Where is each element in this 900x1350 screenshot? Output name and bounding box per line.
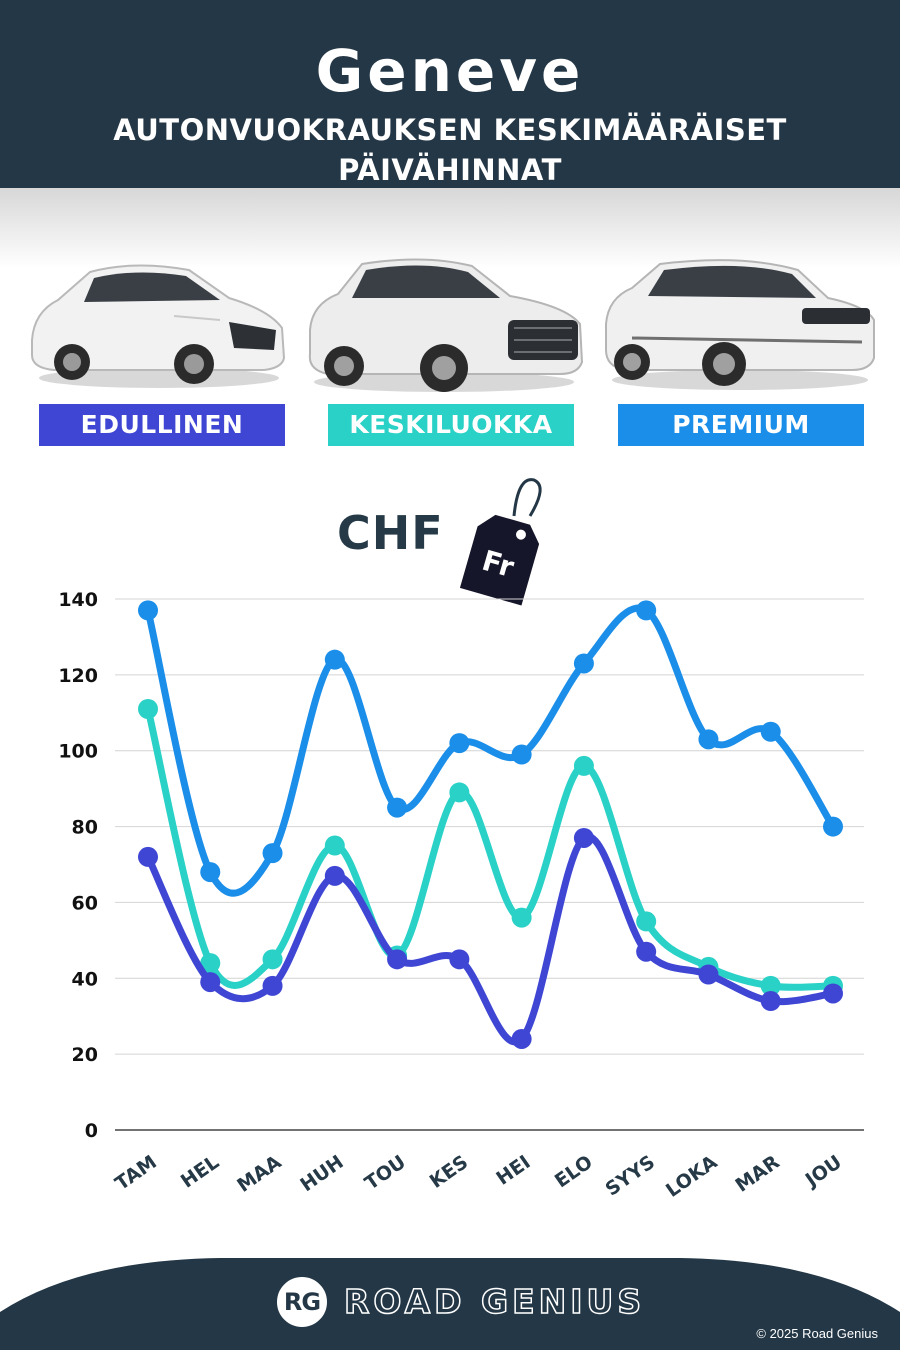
y-tick-label: 40 (72, 968, 98, 990)
data-point-keskiluokka-maa (262, 949, 283, 970)
data-point-keskiluokka-syys (636, 911, 657, 932)
data-point-edullinen-kes (449, 949, 470, 970)
line-chart: 0 20 40 60 80 100 120 140 TAM HEL MAA HUH TOU KES HEI E… (58, 589, 864, 1202)
x-tick-label: HEL (177, 1151, 223, 1193)
brand-name: ROAD GENIUS (343, 1281, 646, 1322)
data-point-premium-mar (760, 721, 781, 742)
data-point-keskiluokka-huh (324, 835, 345, 856)
data-point-edullinen-elo (573, 827, 594, 848)
page-subtitle: AUTONVUOKRAUKSEN KESKIMÄÄRÄISET PÄIVÄHIN… (113, 113, 787, 187)
data-point-edullinen-tou (387, 949, 408, 970)
mid-car-image (308, 258, 584, 392)
x-tick-label: LOKA (662, 1151, 722, 1202)
x-tick-label: HEI (492, 1151, 534, 1190)
car-images (0, 250, 900, 400)
x-tick-label: TOU (361, 1151, 410, 1195)
data-point-premium-hei (511, 744, 532, 765)
y-tick-label: 80 (72, 817, 98, 839)
series-line-edullinen (144, 833, 837, 1046)
category-premium-label: PREMIUM (618, 404, 864, 446)
category-mid-label: KESKILUOKKA (328, 404, 574, 446)
data-point-keskiluokka-tam (138, 698, 158, 719)
header-banner: Geneve AUTONVUOKRAUKSEN KESKIMÄÄRÄISET P… (0, 0, 900, 188)
data-point-edullinen-syys (636, 941, 657, 962)
data-point-edullinen-hel (200, 972, 221, 993)
y-tick-label: 100 (58, 741, 98, 763)
data-point-premium-tam (138, 600, 158, 621)
x-tick-label: SYYS (601, 1151, 659, 1201)
data-point-keskiluokka-hel (200, 953, 221, 974)
footer-background (0, 1258, 900, 1350)
page-title: Geneve (315, 37, 585, 105)
data-point-premium-kes (449, 733, 470, 754)
data-point-premium-syys (636, 600, 657, 621)
data-point-edullinen-loka (698, 964, 719, 985)
data-point-premium-loka (698, 729, 719, 750)
budget-car-image (31, 264, 286, 388)
x-tick-label: JOU (800, 1151, 846, 1192)
footer (0, 1258, 900, 1350)
data-point-edullinen-huh (324, 865, 345, 886)
data-point-edullinen-mar (760, 991, 781, 1012)
header-shadow (0, 188, 900, 268)
data-point-edullinen-tam (138, 846, 158, 867)
data-point-premium-maa (262, 843, 283, 864)
data-point-premium-elo (573, 653, 594, 674)
x-tick-label: KES (426, 1151, 473, 1193)
data-point-edullinen-jou (823, 983, 843, 1004)
data-point-premium-tou (387, 797, 408, 818)
brand-logo: RG (274, 1274, 330, 1330)
data-point-premium-hel (200, 862, 221, 883)
y-tick-label: 60 (72, 892, 98, 914)
x-tick-label: MAA (233, 1151, 285, 1197)
data-point-keskiluokka-elo (573, 755, 594, 776)
data-point-keskiluokka-hei (511, 907, 532, 928)
y-tick-label: 120 (58, 665, 98, 687)
data-point-premium-jou (823, 816, 843, 837)
x-tick-label: TAM (111, 1151, 161, 1195)
currency-label: CHF (337, 506, 444, 560)
x-tick-label: MAR (731, 1151, 783, 1197)
data-point-premium-huh (324, 649, 345, 670)
x-tick-label: HUH (296, 1151, 347, 1196)
category-budget-label: EDULLINEN (39, 404, 285, 446)
data-point-keskiluokka-mar (760, 975, 781, 996)
data-point-keskiluokka-kes (449, 782, 470, 803)
y-tick-label: 20 (72, 1044, 98, 1066)
copyright-text: © 2025 Road Genius (756, 1326, 878, 1341)
data-point-edullinen-hei (511, 1028, 532, 1049)
premium-car-image (605, 259, 875, 390)
y-tick-label: 0 (85, 1120, 98, 1142)
data-point-edullinen-maa (262, 975, 283, 996)
x-tick-label: ELO (551, 1151, 597, 1192)
price-tag-icon: Fr (459, 478, 542, 606)
y-tick-label: 140 (58, 589, 98, 611)
